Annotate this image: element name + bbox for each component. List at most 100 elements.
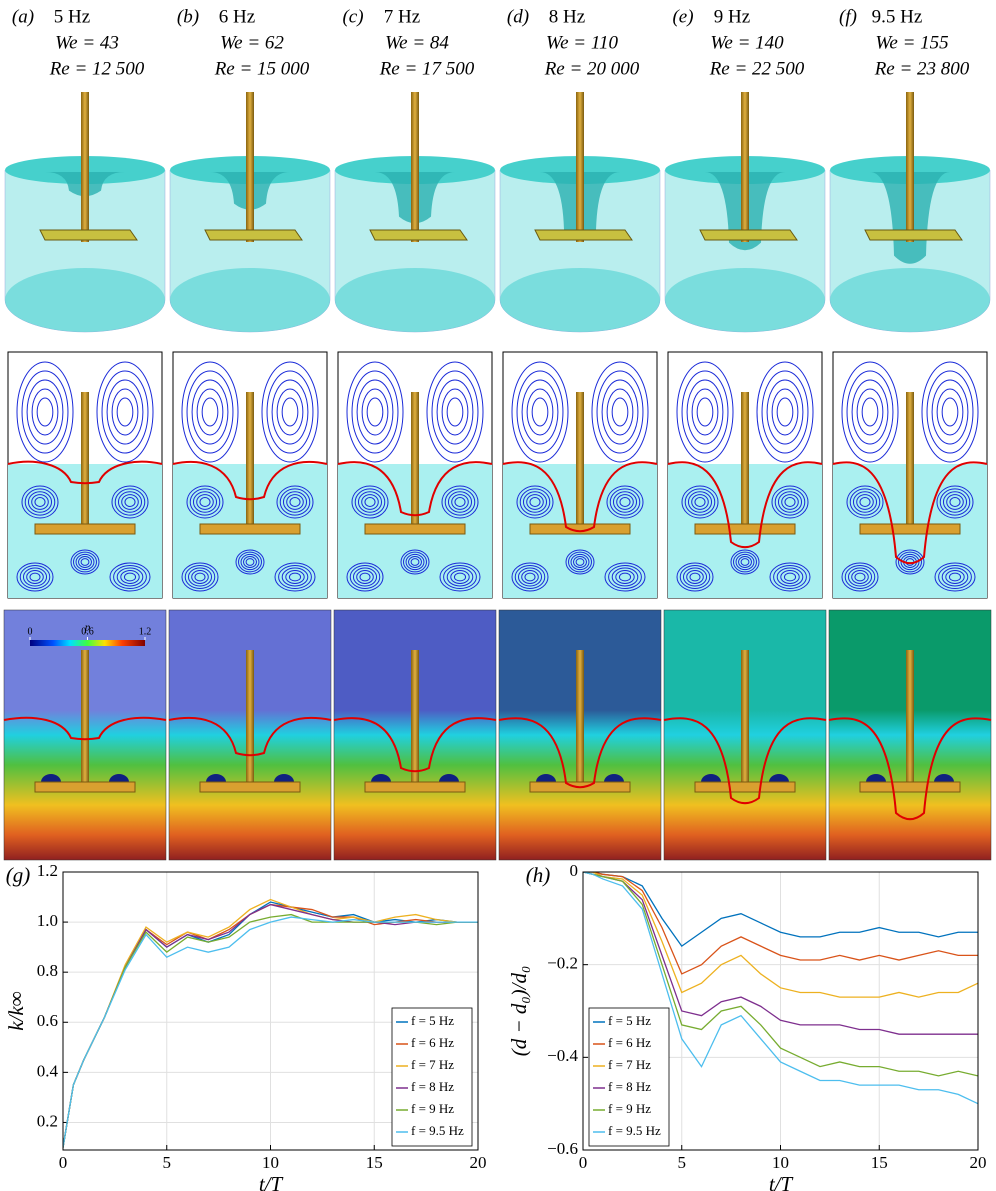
streamline bbox=[80, 558, 90, 566]
streamline bbox=[740, 558, 750, 566]
streamline bbox=[519, 488, 551, 516]
tank-render bbox=[664, 92, 826, 333]
streamline bbox=[403, 551, 427, 573]
streamline bbox=[681, 485, 719, 519]
axes-box bbox=[62, 871, 479, 1151]
shaft bbox=[576, 392, 584, 532]
x-axis-label: t/T bbox=[769, 1172, 794, 1191]
series-line bbox=[583, 872, 978, 1077]
streamline bbox=[756, 361, 814, 463]
pressure-render bbox=[168, 609, 332, 861]
panel-label: (c) bbox=[342, 6, 363, 27]
streamline bbox=[34, 497, 46, 507]
streamline bbox=[619, 497, 631, 507]
streamline bbox=[454, 497, 466, 507]
panel-label: (g) bbox=[6, 863, 31, 887]
streamline bbox=[439, 562, 481, 592]
streamline bbox=[783, 572, 797, 582]
colorbar-tick-label: 0.6 bbox=[81, 626, 94, 637]
colorbar-tick-label: 0 bbox=[28, 626, 33, 637]
streamline bbox=[773, 565, 807, 589]
streamline bbox=[615, 570, 635, 584]
series-line bbox=[63, 916, 478, 1148]
tank-bottom bbox=[335, 268, 495, 332]
weber-number: We = 84 bbox=[385, 32, 449, 53]
streamline bbox=[841, 562, 879, 592]
streamline bbox=[921, 361, 979, 463]
interface bbox=[7, 460, 163, 485]
weber-number: We = 155 bbox=[875, 32, 948, 53]
streamline bbox=[450, 570, 470, 584]
streamline bbox=[949, 497, 961, 507]
streamline bbox=[346, 562, 384, 592]
y-tick-label: 0 bbox=[570, 861, 579, 880]
streamline bbox=[846, 370, 894, 454]
streamline bbox=[776, 567, 804, 587]
streamline bbox=[847, 567, 873, 587]
streamline bbox=[526, 388, 554, 436]
streamline bbox=[514, 565, 546, 589]
streamline bbox=[521, 379, 559, 445]
interface bbox=[663, 717, 827, 805]
panel-label: (d) bbox=[507, 6, 529, 27]
streamline bbox=[446, 397, 464, 427]
streamline bbox=[854, 572, 866, 582]
streamline bbox=[606, 388, 634, 436]
streamline bbox=[730, 549, 760, 575]
streamline bbox=[27, 491, 53, 513]
streamline bbox=[936, 388, 964, 436]
y-tick-label: 0.2 bbox=[37, 1111, 58, 1130]
streamline bbox=[356, 570, 374, 584]
streamline bbox=[199, 497, 211, 507]
streamline bbox=[895, 549, 925, 575]
streamline bbox=[271, 379, 309, 445]
streamline bbox=[184, 565, 216, 589]
streamline bbox=[521, 570, 539, 584]
streamline bbox=[687, 491, 713, 513]
streamline bbox=[926, 370, 974, 454]
legend-label: f = 8 Hz bbox=[608, 1079, 651, 1094]
streamline bbox=[192, 491, 218, 513]
tank-bottom bbox=[5, 268, 165, 332]
streamline bbox=[441, 485, 479, 519]
frequency: 7 Hz bbox=[384, 6, 420, 27]
streamline bbox=[243, 555, 257, 569]
streamline bbox=[196, 494, 214, 510]
streamline bbox=[261, 361, 319, 463]
streamline bbox=[938, 565, 972, 589]
streamline bbox=[784, 497, 796, 507]
interface bbox=[337, 461, 493, 517]
streamline bbox=[274, 562, 316, 592]
streamline bbox=[612, 491, 638, 513]
streamline bbox=[516, 370, 564, 454]
streamline bbox=[282, 491, 308, 513]
legend-label: f = 9.5 Hz bbox=[608, 1123, 661, 1138]
y-tick-label: 0.6 bbox=[37, 1011, 58, 1030]
streamline bbox=[106, 379, 144, 445]
streamline bbox=[781, 494, 799, 510]
streamline bbox=[245, 558, 255, 566]
streamline bbox=[117, 491, 143, 513]
streamline bbox=[123, 572, 137, 582]
streamline bbox=[96, 361, 154, 463]
streamline bbox=[111, 388, 139, 436]
streamline bbox=[21, 485, 59, 519]
impeller bbox=[204, 229, 303, 241]
streamline bbox=[114, 488, 146, 516]
colorbar-tick-label: 1.2 bbox=[139, 626, 152, 637]
streamline bbox=[601, 379, 639, 445]
streamline bbox=[405, 553, 425, 571]
streamline bbox=[351, 370, 399, 454]
tank-bottom bbox=[500, 268, 660, 332]
pressure-render bbox=[3, 609, 167, 861]
streamline bbox=[931, 379, 969, 445]
interface bbox=[498, 717, 662, 789]
impeller bbox=[369, 229, 468, 241]
streamline bbox=[121, 494, 139, 510]
streamline bbox=[945, 570, 965, 584]
streamline-render bbox=[7, 351, 163, 599]
streamline bbox=[611, 397, 629, 427]
impeller bbox=[859, 781, 961, 793]
streamline-render bbox=[502, 351, 658, 599]
streamline bbox=[596, 370, 644, 454]
